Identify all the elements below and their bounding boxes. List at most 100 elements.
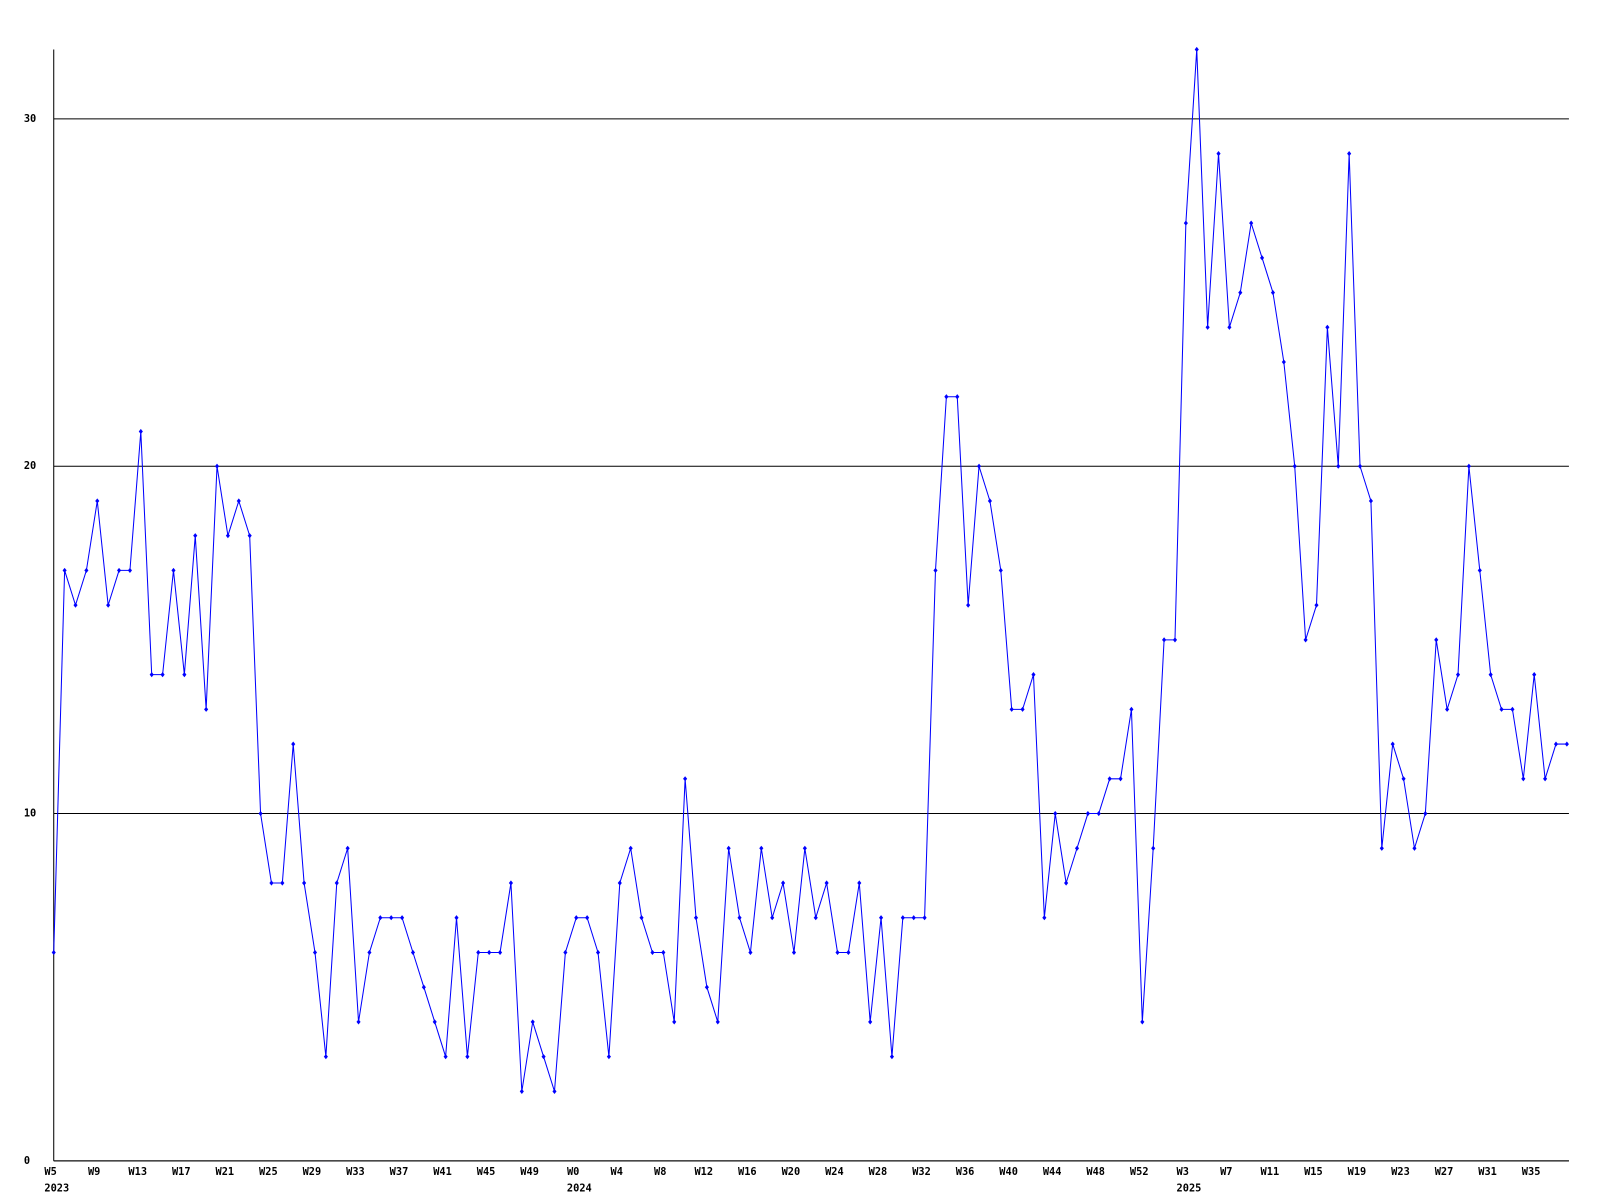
data-point — [1390, 741, 1395, 747]
data-point — [1368, 498, 1373, 504]
data-point — [813, 915, 818, 921]
data-point — [911, 915, 916, 921]
data-point — [878, 915, 884, 921]
x-tick-label: W8 — [654, 1166, 666, 1178]
x-tick-label: W36 — [956, 1166, 975, 1178]
data-point — [508, 880, 513, 886]
y-tick-label: 0 — [24, 1155, 30, 1167]
x-tick-label: W0 — [567, 1166, 579, 1178]
data-point — [552, 1088, 557, 1094]
x-tick-label: W3 — [1177, 1166, 1189, 1178]
x-tick-label: W45 — [477, 1166, 496, 1178]
x-tick-label: W4 — [611, 1166, 623, 1178]
data-point — [1510, 706, 1515, 712]
data-point — [726, 845, 731, 851]
x-tick-label: W52 — [1130, 1166, 1149, 1178]
data-point — [1434, 637, 1439, 643]
data-point — [138, 428, 143, 435]
data-point — [563, 949, 568, 956]
data-point — [204, 706, 209, 712]
data-point — [1183, 220, 1188, 226]
data-point — [421, 984, 426, 990]
data-point — [672, 1019, 677, 1025]
data-point — [454, 915, 459, 921]
data-point — [1085, 810, 1090, 817]
x-tick-label: W29 — [303, 1166, 322, 1178]
x-tick-label: W41 — [433, 1166, 452, 1178]
data-point — [1347, 151, 1352, 157]
x-tick-label: W49 — [520, 1166, 539, 1178]
data-point — [1499, 706, 1504, 712]
x-tick-label: W25 — [259, 1166, 278, 1178]
data-point — [530, 1019, 535, 1025]
data-point — [1292, 463, 1297, 469]
data-point — [1140, 1019, 1145, 1025]
x-tick-label: W13 — [128, 1166, 147, 1178]
data-point — [1336, 463, 1341, 469]
data-point — [1314, 602, 1319, 608]
data-point — [1477, 567, 1482, 573]
data-line — [53, 49, 1567, 1092]
data-point — [84, 567, 89, 573]
data-point — [1042, 915, 1047, 921]
data-point — [291, 741, 296, 747]
data-point — [955, 394, 960, 400]
data-point — [1357, 463, 1363, 469]
data-point — [334, 880, 339, 886]
data-point — [1009, 706, 1014, 712]
data-point — [1281, 359, 1286, 365]
data-point — [236, 498, 241, 504]
data-point — [966, 602, 971, 608]
data-point — [345, 845, 350, 851]
data-point — [73, 602, 78, 608]
data-point — [1249, 220, 1254, 226]
x-tick-label: W7 — [1220, 1166, 1232, 1178]
data-point — [1162, 637, 1167, 643]
y-tick-label: 10 — [24, 808, 36, 820]
data-point — [715, 1019, 720, 1025]
data-point — [606, 1054, 611, 1060]
data-point — [280, 880, 285, 886]
data-point — [1564, 741, 1569, 747]
x-tick-label: W19 — [1348, 1166, 1367, 1178]
data-point — [693, 915, 699, 921]
data-point — [1423, 810, 1428, 817]
data-point — [1488, 672, 1493, 678]
data-point — [182, 672, 187, 678]
x-tick-label: W32 — [912, 1166, 931, 1178]
x-year-label: 2024 — [567, 1183, 592, 1195]
data-point — [1325, 324, 1330, 330]
data-point — [443, 1054, 448, 1060]
x-tick-label: W37 — [390, 1166, 409, 1178]
data-point — [1455, 672, 1461, 678]
x-tick-label: W44 — [1043, 1166, 1062, 1178]
data-point — [465, 1054, 470, 1060]
data-point — [541, 1054, 546, 1060]
data-point — [389, 915, 394, 921]
y-tick-label: 30 — [24, 113, 36, 125]
data-point — [476, 949, 481, 956]
data-point — [519, 1088, 524, 1094]
y-tick-label: 20 — [24, 460, 36, 472]
x-tick-label: W27 — [1435, 1166, 1454, 1178]
data-point — [868, 1019, 873, 1025]
data-point — [193, 533, 198, 539]
data-point — [247, 533, 252, 539]
data-point — [1194, 46, 1199, 53]
data-point — [312, 949, 318, 956]
data-point — [1216, 151, 1221, 157]
data-point — [1412, 845, 1417, 851]
data-point — [378, 915, 383, 921]
data-point — [1118, 776, 1123, 782]
data-point — [1553, 741, 1559, 747]
data-point — [1379, 845, 1384, 851]
data-point — [802, 845, 807, 851]
data-point — [770, 915, 775, 921]
x-tick-label: W40 — [999, 1166, 1018, 1178]
data-point — [62, 567, 67, 573]
data-point — [323, 1054, 328, 1060]
data-point — [1107, 776, 1112, 782]
data-point — [1031, 672, 1036, 678]
data-point — [900, 915, 905, 921]
data-point — [497, 949, 503, 956]
